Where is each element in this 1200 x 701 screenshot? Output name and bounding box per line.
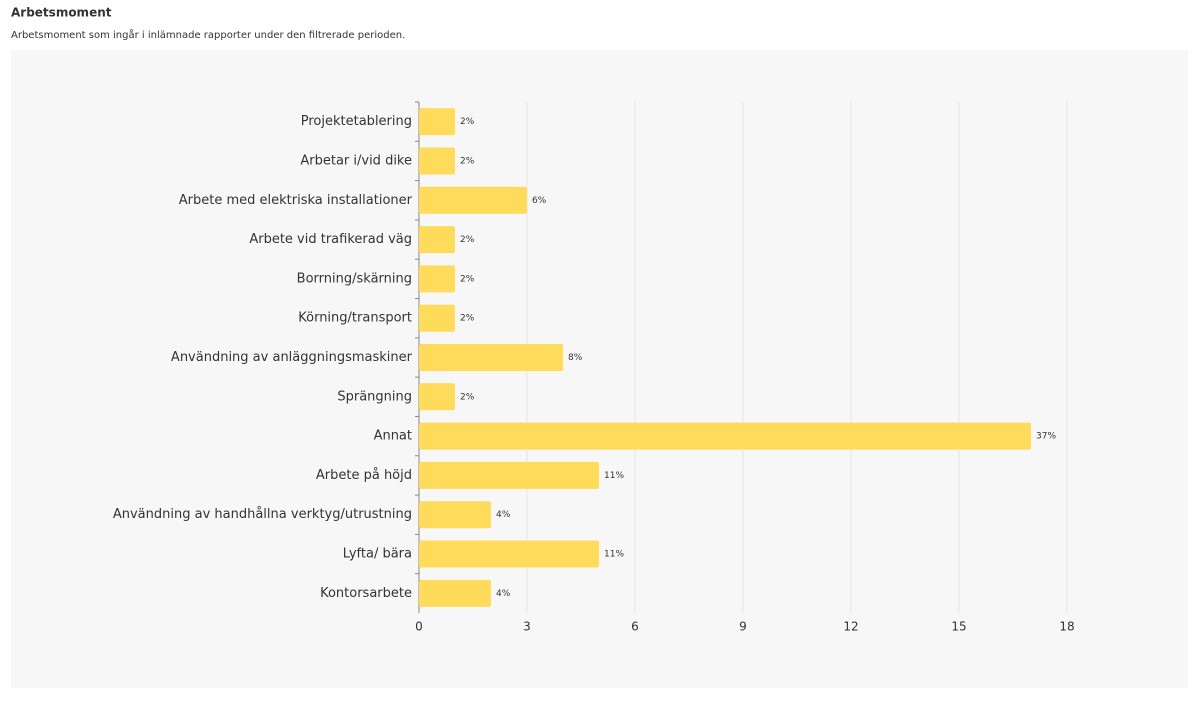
x-tick-label: 6 — [631, 620, 639, 634]
value-label: 8% — [568, 353, 583, 363]
y-tick-label: Arbete vid trafikerad väg — [249, 232, 412, 247]
y-tick-label: Borrning/skärning — [297, 271, 412, 286]
value-label: 4% — [496, 510, 511, 520]
value-label: 37% — [1036, 432, 1056, 442]
x-tick-label: 18 — [1059, 620, 1074, 634]
y-tick-label: Användning av anläggningsmaskiner — [171, 350, 413, 365]
bar — [419, 540, 599, 568]
bar — [419, 422, 1031, 450]
bar — [419, 108, 455, 136]
bar — [419, 226, 455, 254]
title: Arbetsmoment — [11, 6, 112, 20]
bar — [419, 383, 455, 411]
value-label: 2% — [460, 235, 475, 245]
y-tick-label: Annat — [374, 429, 412, 444]
y-tick-label: Sprängning — [337, 389, 412, 404]
bar — [419, 501, 491, 529]
bar — [419, 265, 455, 293]
bar — [419, 344, 563, 371]
value-label: 11% — [604, 550, 624, 560]
y-tick-label: Arbetar i/vid dike — [300, 153, 412, 168]
x-tick-label: 12 — [843, 620, 858, 634]
y-tick-label: Arbete med elektriska installationer — [179, 193, 413, 208]
y-tick-label: Lyfta/ bära — [343, 547, 412, 562]
value-label: 2% — [460, 392, 475, 402]
value-label: 2% — [460, 274, 475, 284]
bar — [419, 304, 455, 332]
value-label: 2% — [460, 314, 475, 324]
value-label: 6% — [532, 196, 547, 206]
x-tick-label: 15 — [951, 620, 966, 634]
value-label: 4% — [496, 589, 511, 599]
y-tick-label: Arbete på höjd — [316, 468, 412, 483]
y-tick-label: Kontorsarbete — [320, 586, 412, 601]
y-tick-label: Projektetablering — [301, 114, 412, 129]
value-label: 11% — [604, 471, 624, 481]
bar — [419, 147, 455, 175]
x-tick-label: 3 — [523, 620, 531, 634]
value-label: 2% — [460, 117, 475, 127]
x-tick-label: 9 — [739, 620, 747, 634]
bar — [419, 186, 527, 214]
subtitle: Arbetsmoment som ingår i inlämnade rappo… — [11, 28, 405, 41]
value-label: 2% — [460, 156, 475, 166]
y-tick-label: Användning av handhållna verktyg/utrustn… — [113, 507, 412, 522]
x-tick-label: 0 — [415, 620, 423, 634]
bar — [419, 579, 491, 607]
bar — [419, 461, 599, 489]
y-tick-label: Körning/transport — [298, 311, 412, 326]
panel — [11, 50, 1188, 688]
